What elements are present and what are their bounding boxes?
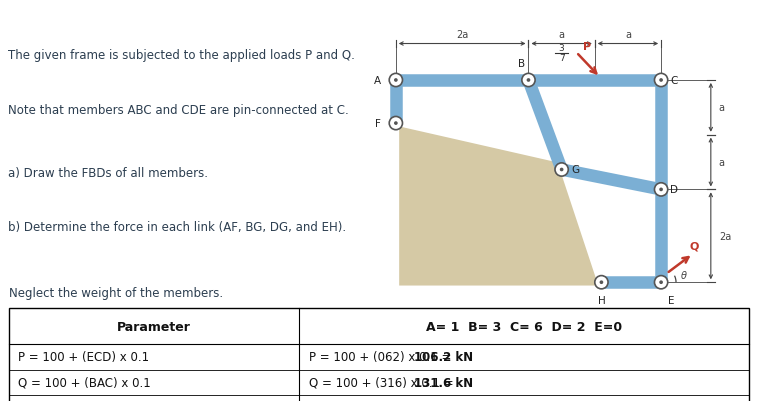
Text: 3: 3 [559, 44, 565, 53]
Text: a) Draw the FBDs of all members.: a) Draw the FBDs of all members. [8, 166, 208, 179]
Text: The given frame is subjected to the applied loads P and Q.: The given frame is subjected to the appl… [8, 49, 355, 62]
Text: B: B [518, 59, 525, 69]
Text: 2a: 2a [456, 30, 468, 40]
Text: H: H [597, 296, 606, 306]
Text: a: a [719, 158, 725, 168]
Circle shape [659, 79, 663, 83]
Text: a: a [719, 103, 725, 113]
Text: C: C [670, 76, 678, 86]
Text: Note that members ABC and CDE are pin-connected at C.: Note that members ABC and CDE are pin-co… [8, 103, 349, 116]
Circle shape [389, 117, 402, 130]
Text: A: A [374, 76, 381, 86]
Text: b) Determine the force in each link (AF, BG, DG, and EH).: b) Determine the force in each link (AF,… [8, 221, 346, 234]
Text: Q: Q [690, 241, 699, 251]
Text: a: a [559, 30, 565, 40]
Text: 131.6 kN: 131.6 kN [414, 376, 473, 389]
Circle shape [654, 276, 668, 289]
Circle shape [654, 74, 668, 87]
Circle shape [654, 183, 668, 196]
Circle shape [559, 168, 563, 172]
Text: F: F [375, 119, 381, 129]
Text: P: P [583, 43, 591, 53]
Text: A= 1  B= 3  C= 6  D= 2  E=0: A= 1 B= 3 C= 6 D= 2 E=0 [426, 320, 622, 333]
Circle shape [389, 74, 402, 87]
Text: D: D [670, 185, 678, 195]
Text: P = 100 + (062) x 0.1 =: P = 100 + (062) x 0.1 = [309, 350, 455, 363]
Text: E: E [668, 296, 674, 306]
Circle shape [659, 188, 663, 192]
Circle shape [522, 74, 535, 87]
Text: G: G [571, 165, 579, 175]
Text: a: a [625, 30, 631, 40]
Circle shape [600, 281, 603, 284]
Text: 7: 7 [559, 54, 565, 63]
Circle shape [527, 79, 531, 83]
Text: Q = 100 + (316) x 0.1 =: Q = 100 + (316) x 0.1 = [309, 376, 457, 389]
Text: $\theta$: $\theta$ [680, 269, 688, 281]
Text: 106.2 kN: 106.2 kN [414, 350, 473, 363]
Text: Neglect the weight of the members.: Neglect the weight of the members. [9, 286, 223, 299]
Circle shape [394, 122, 398, 126]
Circle shape [394, 79, 398, 83]
Text: 2a: 2a [719, 231, 731, 241]
Text: Parameter: Parameter [117, 320, 191, 333]
Text: P = 100 + (ECD) x 0.1: P = 100 + (ECD) x 0.1 [18, 350, 149, 363]
Text: Q = 100 + (BAC) x 0.1: Q = 100 + (BAC) x 0.1 [18, 376, 151, 389]
Polygon shape [399, 127, 596, 286]
Circle shape [555, 164, 568, 177]
Circle shape [595, 276, 608, 289]
Circle shape [659, 281, 663, 284]
